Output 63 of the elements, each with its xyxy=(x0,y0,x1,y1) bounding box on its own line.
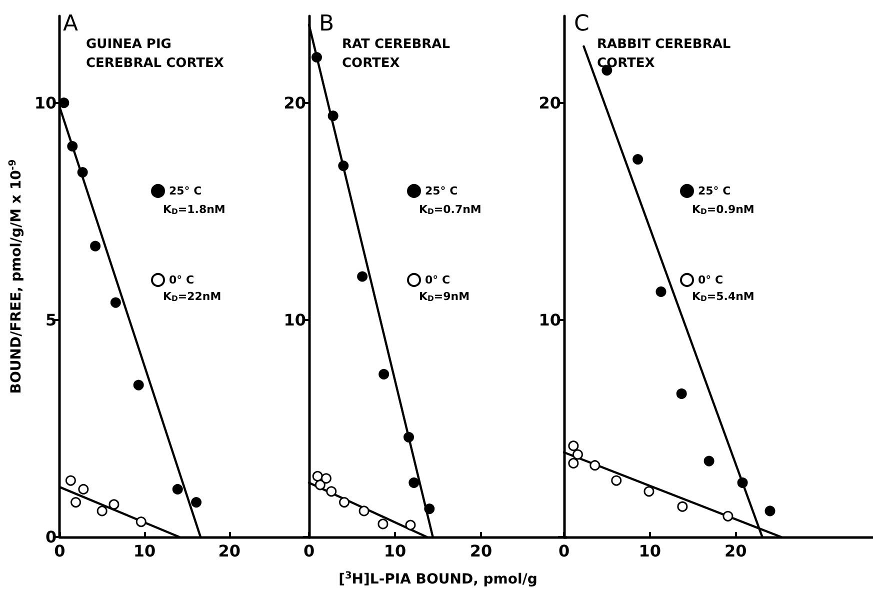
point xyxy=(191,497,202,508)
y-tick-label: 5 xyxy=(46,310,57,330)
point xyxy=(408,477,420,488)
x-tick-label: 20 xyxy=(218,542,241,560)
point xyxy=(320,473,332,484)
point xyxy=(108,499,120,510)
chart-title: A xyxy=(63,12,78,36)
point xyxy=(644,486,654,497)
x-tick-label: 10 xyxy=(133,542,156,560)
point xyxy=(656,286,666,297)
point xyxy=(677,501,688,512)
point xyxy=(378,518,388,530)
legend-label: 0° C xyxy=(169,274,194,286)
x-tick-label: 10 xyxy=(638,542,661,560)
point xyxy=(65,475,76,486)
point xyxy=(568,458,579,468)
point xyxy=(676,388,687,399)
point xyxy=(328,110,338,122)
point xyxy=(358,506,370,516)
point xyxy=(405,520,416,530)
text: GUINEA PIG CEREBRAL CORTEX xyxy=(86,37,224,71)
point xyxy=(764,506,776,516)
legend-label: 25° C xyxy=(698,184,731,198)
point xyxy=(312,52,322,62)
point xyxy=(96,506,108,516)
point xyxy=(326,486,337,497)
point xyxy=(133,380,144,390)
legend-label: 0° C xyxy=(425,274,450,286)
point xyxy=(737,477,748,488)
x-tick-label: 20 xyxy=(470,542,492,560)
point xyxy=(90,240,101,252)
point xyxy=(568,440,579,452)
point xyxy=(704,456,714,466)
y-axis-title: BOUND/FREE, pmol/g/M x 10-9 xyxy=(8,159,24,394)
point xyxy=(572,449,583,460)
legend-label: 0° C xyxy=(698,274,724,286)
chart-title: B xyxy=(319,12,334,36)
x-tick-label: 20 xyxy=(724,542,747,560)
point xyxy=(590,460,600,471)
point xyxy=(314,480,326,490)
point xyxy=(404,432,414,442)
y-tick-label: 10 xyxy=(34,93,57,112)
point xyxy=(136,516,146,528)
point xyxy=(722,510,734,522)
point xyxy=(339,497,350,508)
point xyxy=(357,271,368,282)
point xyxy=(67,141,78,152)
point xyxy=(110,297,121,308)
point xyxy=(632,154,644,165)
point xyxy=(338,160,349,172)
legend-label: 25° C xyxy=(169,184,202,198)
point xyxy=(378,368,390,380)
point xyxy=(172,484,183,494)
point xyxy=(78,484,89,494)
text: RAT CEREBRAL CORTEX xyxy=(342,37,450,71)
point xyxy=(611,475,622,486)
legend-label: 25° C xyxy=(425,184,458,198)
text: RABBIT CEREBRAL CORTEX xyxy=(597,37,731,71)
point xyxy=(424,504,435,514)
point xyxy=(70,497,82,508)
x-tick-label: 10 xyxy=(384,542,406,560)
chart-title: C xyxy=(574,12,590,36)
point xyxy=(77,167,88,178)
